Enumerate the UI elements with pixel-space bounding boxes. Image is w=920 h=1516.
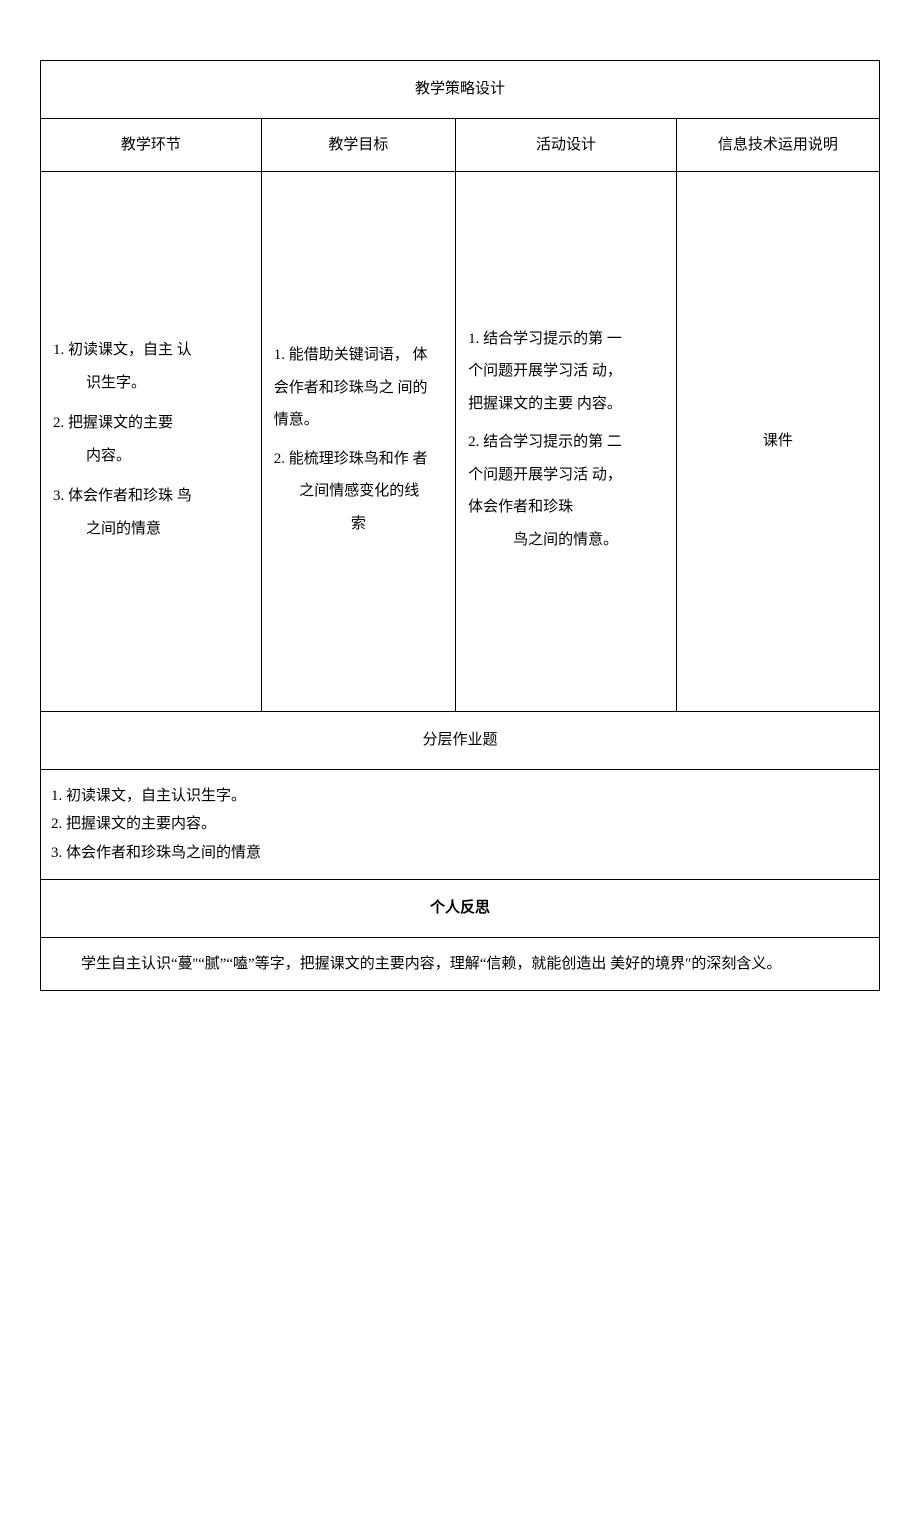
homework-item-3: 3. 体会作者和珍珠鸟之间的情意: [51, 839, 869, 868]
step-2-line1: 2. 把握课文的主要: [53, 409, 249, 438]
activities-cell: 1. 结合学习提示的第 一 个问题开展学习活 动， 把握课文的主要 内容。 2.…: [456, 172, 677, 712]
homework-title-row: 分层作业题: [41, 712, 880, 770]
reflection-text: 学生自主认识“蔓''“腻”“嗑”等字，把握课文的主要内容，理解“信赖，就能创造出…: [51, 950, 869, 979]
goal-2-line1: 2. 能梳理珍珠鸟和作 者: [274, 445, 443, 474]
goal-1-line2: 会作者和珍珠鸟之 间的: [274, 374, 443, 403]
header-col3: 活动设计: [456, 118, 677, 172]
teaching-goals-cell: 1. 能借助关键词语， 体 会作者和珍珠鸟之 间的 情意。 2. 能梳理珍珠鸟和…: [261, 172, 455, 712]
reflection-title-row: 个人反思: [41, 880, 880, 938]
goal-1-line3: 情意。: [274, 406, 443, 435]
section-title-row: 教学策略设计: [41, 61, 880, 119]
reflection-content-row: 学生自主认识“蔓''“腻”“嗑”等字，把握课文的主要内容，理解“信赖，就能创造出…: [41, 937, 880, 991]
activity-1-line1: 1. 结合学习提示的第 一: [468, 325, 664, 354]
step-1-line2: 识生字。: [53, 369, 249, 398]
homework-item-1: 1. 初读课文，自主认识生字。: [51, 782, 869, 811]
activity-1-line2: 个问题开展学习活 动，: [468, 357, 664, 386]
activity-2-line4: 鸟之间的情意。: [468, 526, 664, 555]
header-row: 教学环节 教学目标 活动设计 信息技术运用说明: [41, 118, 880, 172]
section-title: 教学策略设计: [41, 61, 880, 119]
homework-title: 分层作业题: [41, 712, 880, 770]
reflection-content-cell: 学生自主认识“蔓''“腻”“嗑”等字，把握课文的主要内容，理解“信赖，就能创造出…: [41, 937, 880, 991]
reflection-title: 个人反思: [41, 880, 880, 938]
step-1-line1: 1. 初读课文，自主 认: [53, 336, 249, 365]
activity-2-line3: 体会作者和珍珠: [468, 493, 664, 522]
content-row: 1. 初读课文，自主 认 识生字。 2. 把握课文的主要 内容。 3. 体会作者…: [41, 172, 880, 712]
homework-content-row: 1. 初读课文，自主认识生字。 2. 把握课文的主要内容。 3. 体会作者和珍珠…: [41, 769, 880, 880]
teaching-steps-cell: 1. 初读课文，自主 认 识生字。 2. 把握课文的主要 内容。 3. 体会作者…: [41, 172, 262, 712]
goal-1-line1: 1. 能借助关键词语， 体: [274, 341, 443, 370]
header-col4: 信息技术运用说明: [676, 118, 879, 172]
homework-item-2: 2. 把握课文的主要内容。: [51, 810, 869, 839]
step-2-line2: 内容。: [53, 442, 249, 471]
tech-cell: 课件: [676, 172, 879, 712]
header-col2: 教学目标: [261, 118, 455, 172]
activity-1-line3: 把握课文的主要 内容。: [468, 390, 664, 419]
goal-2-line3: 索: [274, 510, 443, 539]
step-3-line2: 之间的情意: [53, 515, 249, 544]
lesson-plan-table: 教学策略设计 教学环节 教学目标 活动设计 信息技术运用说明 1. 初读课文，自…: [40, 60, 880, 991]
step-3-line1: 3. 体会作者和珍珠 鸟: [53, 482, 249, 511]
goal-2-line2: 之间情感变化的线: [274, 477, 443, 506]
activity-2-line1: 2. 结合学习提示的第 二: [468, 428, 664, 457]
activity-2-line2: 个问题开展学习活 动，: [468, 461, 664, 490]
homework-content-cell: 1. 初读课文，自主认识生字。 2. 把握课文的主要内容。 3. 体会作者和珍珠…: [41, 769, 880, 880]
header-col1: 教学环节: [41, 118, 262, 172]
